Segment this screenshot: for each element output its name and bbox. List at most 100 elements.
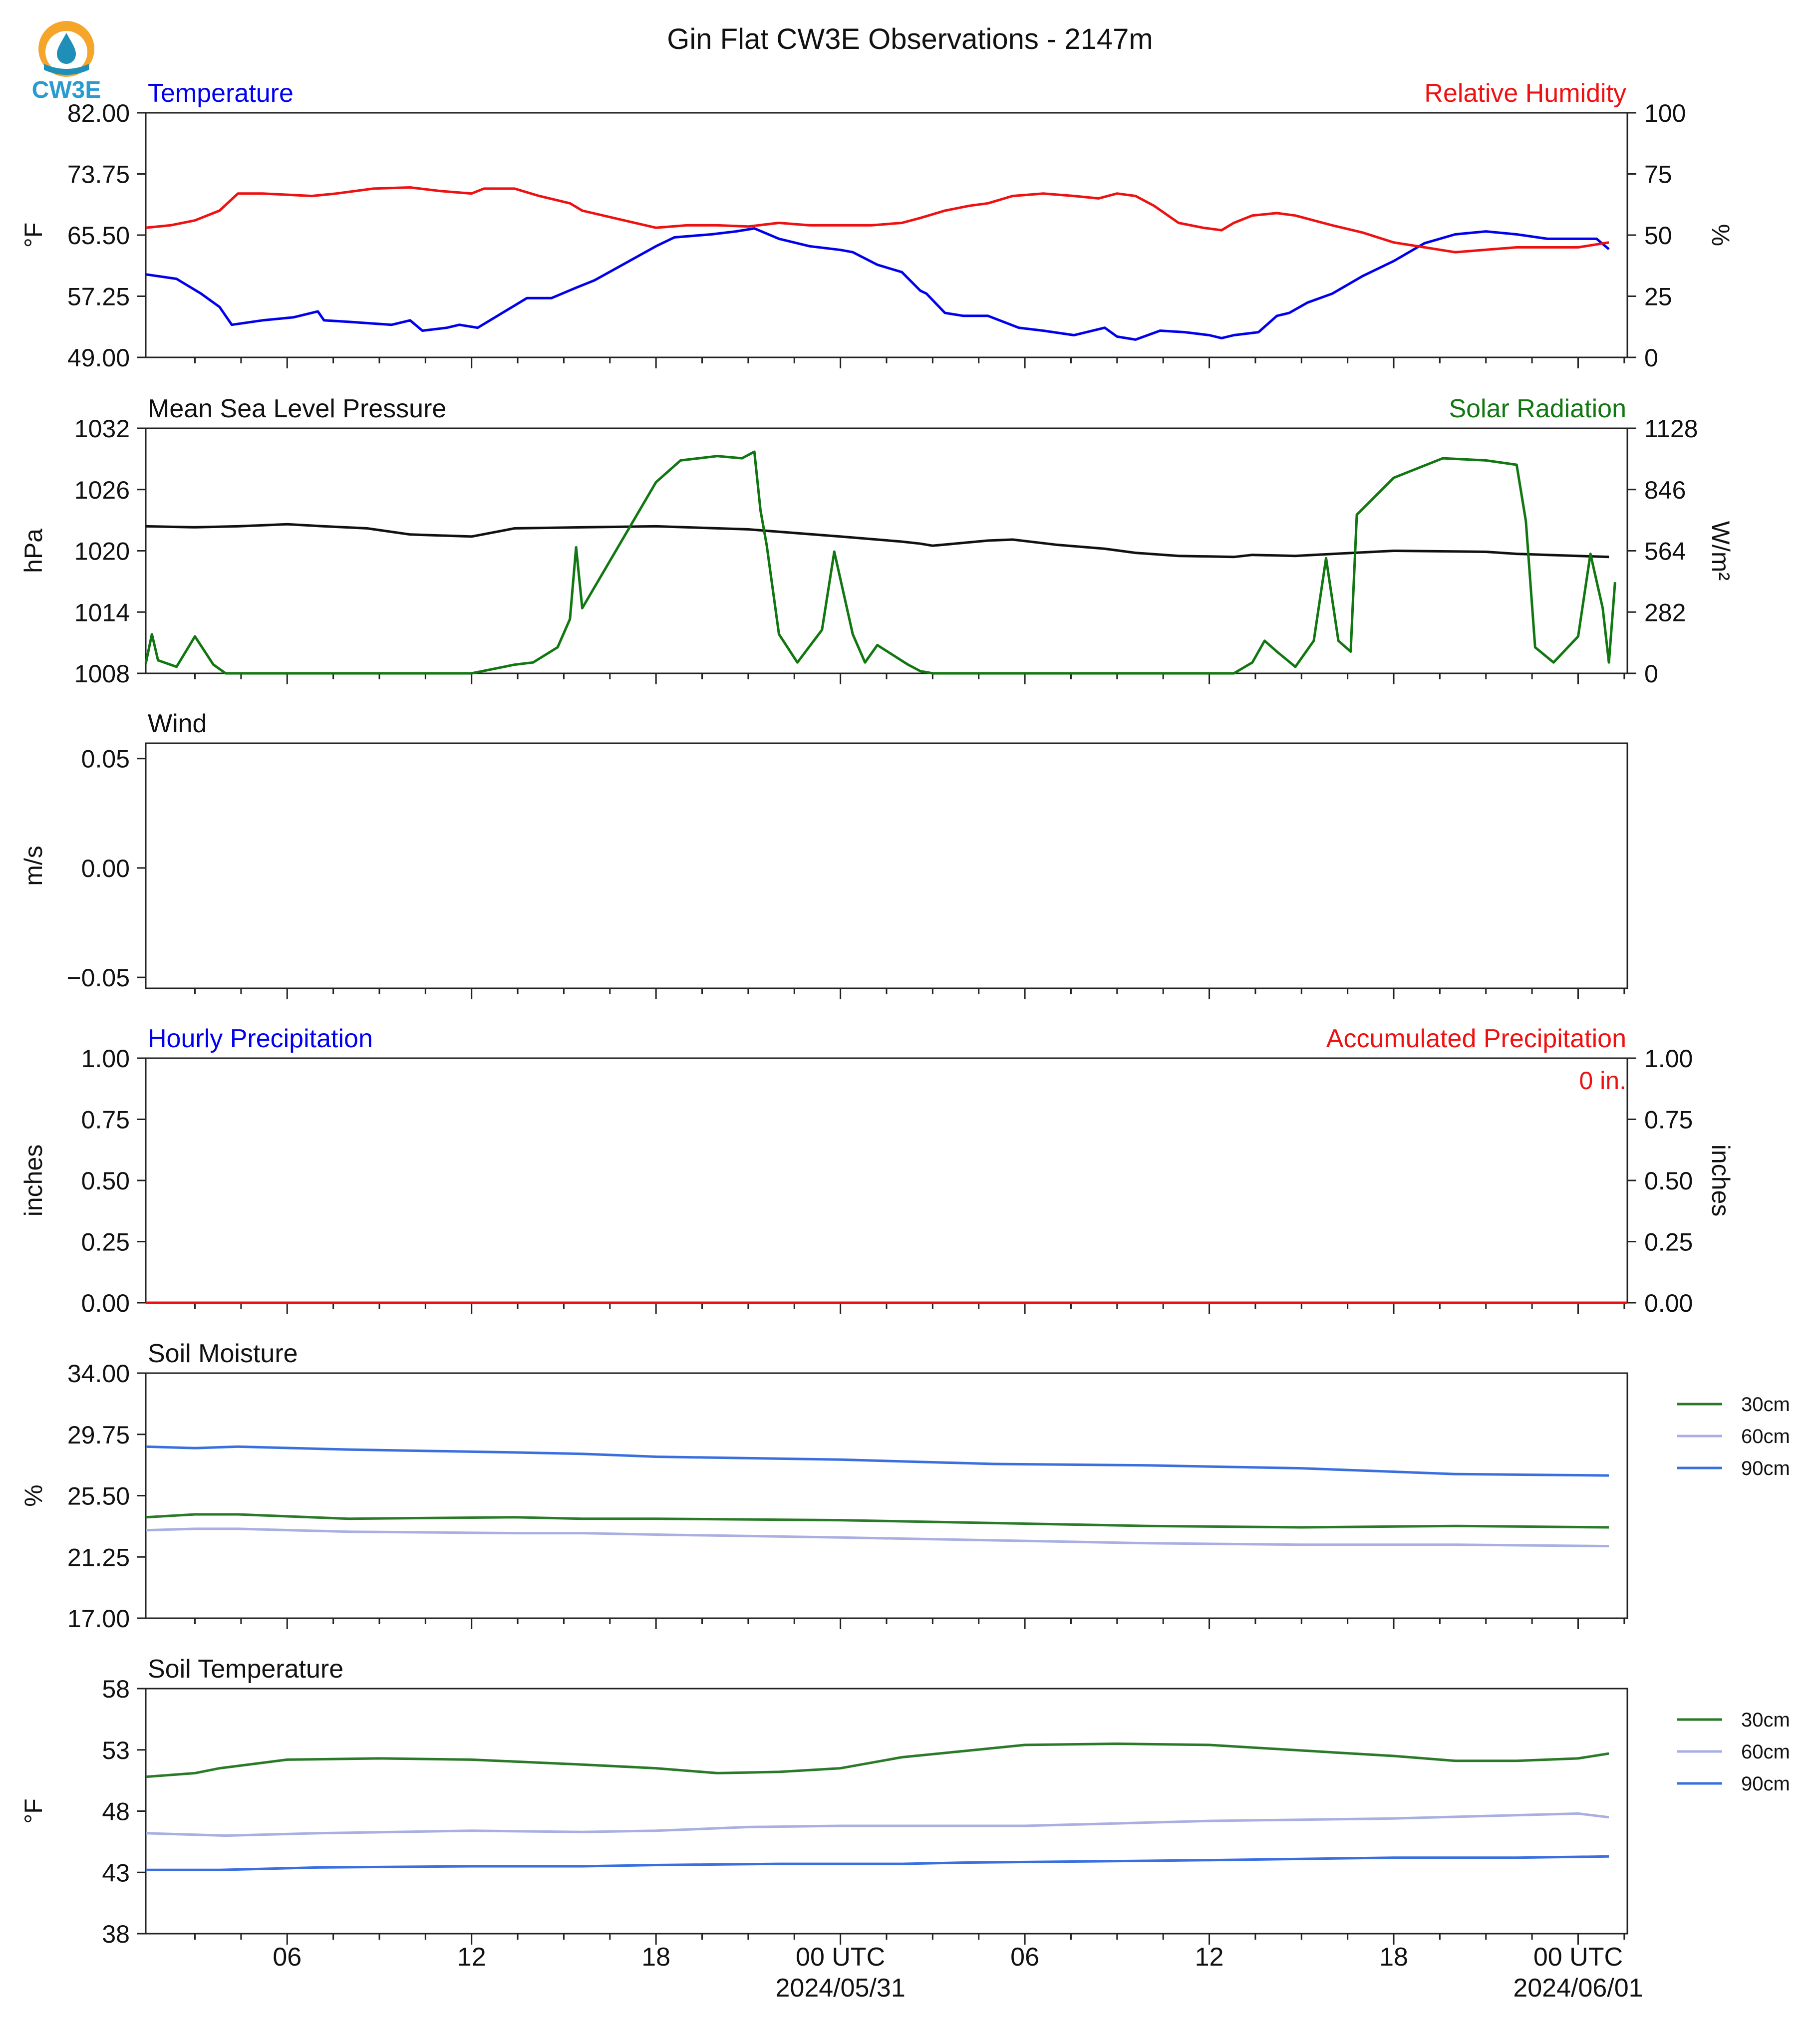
- precip-annotation: 0 in.: [1579, 1067, 1626, 1095]
- soil_temperature-title: Soil Temperature: [148, 1655, 343, 1684]
- x-tick-label: 18: [1379, 1943, 1408, 1972]
- pressure-title: Mean Sea Level Pressure: [148, 394, 446, 423]
- pressure-ylabel-right: W/m²: [1707, 521, 1735, 580]
- temperature-series-relative-humidity: [145, 186, 1609, 254]
- soil_temperature-legend-label: 90cm: [1741, 1773, 1790, 1795]
- temperature-series-temperature: [145, 227, 1610, 341]
- soil_moisture-ytick-label-left: 21.25: [67, 1543, 130, 1571]
- wind-ylabel-left: m/s: [19, 846, 47, 886]
- pressure-ytick-label-left: 1020: [74, 538, 130, 566]
- precip-ytick-label-left: 0.25: [81, 1228, 130, 1256]
- soil_temperature-series-30cm: [145, 1742, 1609, 1778]
- temperature-ytick-label-right: 25: [1644, 283, 1672, 311]
- pressure-ytick-label-left: 1026: [74, 476, 130, 504]
- x-tick-date: 2024/06/01: [1513, 1974, 1643, 2003]
- soil_temperature-series-60cm: [145, 1812, 1609, 1837]
- panel-soil_moisture: Soil Moisture 34.00 29.75 25.50 21.25 17.00% 3…: [19, 1339, 1790, 1633]
- x-tick-label: 00 UTC: [1533, 1943, 1623, 1972]
- x-tick-label: 12: [457, 1943, 486, 1972]
- soil_moisture-legend-label: 30cm: [1741, 1394, 1790, 1416]
- temperature-ytick-label-left: 49.00: [67, 344, 130, 372]
- precip-ytick-label-left: 0.75: [81, 1106, 130, 1134]
- panel-temperature: Temperature Relative Humidity 82.00 73.75 65…: [19, 79, 1735, 372]
- figure-title: Gin Flat CW3E Observations - 2147m: [667, 23, 1153, 55]
- pressure-right-title: Solar Radiation: [1449, 394, 1626, 423]
- soil_temperature-ytick-label-left: 53: [102, 1737, 130, 1764]
- precip-ytick-label-left: 0.00: [81, 1289, 130, 1317]
- precip-ytick-label-right: 0.00: [1644, 1289, 1693, 1317]
- soil_moisture-frame: [145, 1372, 1628, 1619]
- temperature-ylabel-right: %: [1707, 224, 1735, 246]
- temperature-ytick-label-left: 82.00: [67, 99, 130, 127]
- logo-text: CW3E: [32, 77, 101, 103]
- x-tick-label: 06: [1010, 1943, 1039, 1972]
- x-tick-label: 12: [1195, 1943, 1224, 1972]
- precip-title: Hourly Precipitation: [148, 1024, 373, 1053]
- temperature-ytick-label-right: 100: [1644, 99, 1686, 127]
- precip-ylabel-left: inches: [19, 1145, 47, 1217]
- soil_temperature-ytick-label-left: 58: [102, 1675, 130, 1703]
- wind-ytick-label-left: −0.05: [66, 964, 130, 992]
- soil_temperature-ytick-label-left: 38: [102, 1920, 130, 1948]
- panel-pressure: Mean Sea Level Pressure Solar Radiation 10…: [19, 394, 1735, 688]
- soil_moisture-series-30cm: [145, 1513, 1609, 1529]
- pressure-ytick-label-left: 1032: [74, 415, 130, 443]
- soil_moisture-ytick-label-left: 25.50: [67, 1482, 130, 1510]
- temperature-ytick-label-left: 65.50: [67, 222, 130, 250]
- soil_moisture-legend-label: 90cm: [1741, 1457, 1790, 1479]
- logo-wave-icon: [44, 64, 89, 75]
- precip-frame: [145, 1057, 1628, 1304]
- precip-ytick-label-right: 0.50: [1644, 1167, 1693, 1195]
- pressure-ytick-label-right: 846: [1644, 476, 1686, 504]
- pressure-ytick-label-right: 564: [1644, 538, 1686, 566]
- temperature-ytick-label-left: 57.25: [67, 283, 130, 311]
- precip-right-title: Accumulated Precipitation: [1326, 1024, 1626, 1053]
- wind-frame: [145, 742, 1628, 989]
- soil_moisture-series-60cm: [145, 1527, 1609, 1548]
- x-tick-label: 06: [273, 1943, 302, 1972]
- soil_temperature-series-90cm: [146, 1855, 1609, 1871]
- x-tick-label: 18: [641, 1943, 670, 1972]
- soil_temperature-ytick-label-left: 43: [102, 1859, 130, 1887]
- soil_moisture-title: Soil Moisture: [148, 1339, 298, 1368]
- pressure-ytick-label-right: 0: [1644, 660, 1658, 688]
- temperature-ytick-label-right: 50: [1644, 222, 1672, 250]
- soil_moisture-series-90cm: [145, 1445, 1609, 1477]
- soil_moisture-ytick-label-left: 17.00: [67, 1605, 130, 1633]
- cw3e-logo: CW3E: [32, 21, 101, 103]
- soil_temperature-legend-label: 60cm: [1741, 1741, 1790, 1763]
- x-tick-date: 2024/05/31: [776, 1974, 906, 2003]
- temperature-frame: [145, 112, 1628, 358]
- temperature-ylabel-left: °F: [19, 223, 47, 248]
- precip-ytick-label-left: 0.50: [81, 1167, 130, 1195]
- panel-soil_temperature: Soil Temperature 58 53 48 43 38 °F 30cm 60cm 90cm: [19, 1655, 1790, 1948]
- wind-title: Wind: [148, 709, 207, 738]
- soil_temperature-ytick-label-left: 48: [102, 1798, 130, 1826]
- pressure-ytick-label-left: 1008: [74, 660, 130, 688]
- precip-ytick-label-right: 0.25: [1644, 1228, 1693, 1256]
- temperature-ytick-label-right: 75: [1644, 161, 1672, 189]
- x-tick-label: 00 UTC: [796, 1943, 885, 1972]
- pressure-ytick-label-left: 1014: [74, 598, 130, 626]
- panel-wind: Wind 0.05 0.00 −0.05 m/s: [19, 709, 1628, 999]
- pressure-ytick-label-right: 282: [1644, 598, 1686, 626]
- soil_temperature-ylabel-left: °F: [19, 1798, 47, 1824]
- temperature-ytick-label-left: 73.75: [67, 161, 130, 189]
- precip-ytick-label-left: 1.00: [81, 1045, 130, 1073]
- soil_moisture-legend-label: 60cm: [1741, 1426, 1790, 1448]
- pressure-series-solar-radiation: [144, 450, 1616, 675]
- temperature-title: Temperature: [148, 79, 294, 108]
- wind-ytick-label-left: 0.00: [81, 855, 130, 882]
- soil_temperature-legend-label: 30cm: [1741, 1709, 1790, 1731]
- panels: Temperature Relative Humidity 82.00 73.75 65…: [19, 79, 1790, 1948]
- pressure-series-mean-sea-level-pressure: [145, 523, 1609, 559]
- precip-ytick-label-right: 0.75: [1644, 1106, 1693, 1134]
- soil_moisture-ytick-label-left: 29.75: [67, 1421, 130, 1449]
- panel-precip: Hourly Precipitation Accumulated Precipit…: [19, 1024, 1735, 1317]
- pressure-ylabel-left: hPa: [19, 529, 47, 573]
- temperature-ytick-label-right: 0: [1644, 344, 1658, 372]
- soil_temperature-frame: [145, 1688, 1628, 1935]
- logo-drop-icon: [57, 33, 76, 64]
